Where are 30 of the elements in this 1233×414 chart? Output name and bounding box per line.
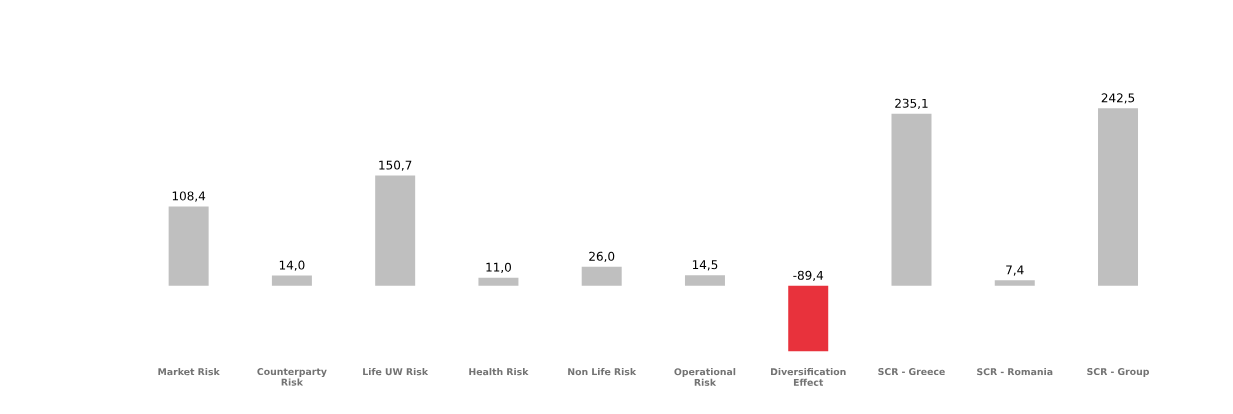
x-tick-label: SCR - Romania [977, 368, 1053, 376]
data-label: 7,4 [1006, 265, 1024, 276]
bar [684, 275, 725, 286]
data-label: 11,0 [486, 262, 511, 274]
x-tick-label: SCR - Greece [878, 368, 945, 376]
bar [375, 175, 416, 286]
x-tick-label: Life UW Risk [363, 368, 429, 376]
data-label: 242,5 [1101, 93, 1135, 104]
x-tick-label: Health Risk [469, 368, 529, 376]
data-label: 26,0 [589, 251, 615, 263]
x-tick-label: Counterparty Risk [257, 368, 327, 386]
bar [581, 266, 622, 286]
data-label: 235,1 [895, 98, 928, 110]
x-tick-label: SCR - Group [1087, 368, 1150, 377]
x-tick-label: Non Life Risk [568, 368, 637, 376]
data-label: 108,4 [172, 191, 206, 202]
data-label: 14,0 [279, 260, 305, 271]
bar [994, 280, 1035, 286]
x-tick-label: Operational Risk [674, 368, 736, 386]
bar [168, 206, 209, 286]
bar [478, 277, 519, 286]
data-label: 14,5 [692, 260, 718, 271]
bar [271, 275, 312, 286]
bar [1098, 108, 1139, 286]
x-tick-label: Diversification Effect [771, 368, 846, 386]
x-tick-label: Market Risk [158, 368, 220, 376]
bar [891, 113, 932, 286]
data-label: 150,7 [379, 160, 412, 171]
data-label: -89,4 [793, 270, 824, 282]
bar [788, 285, 829, 352]
